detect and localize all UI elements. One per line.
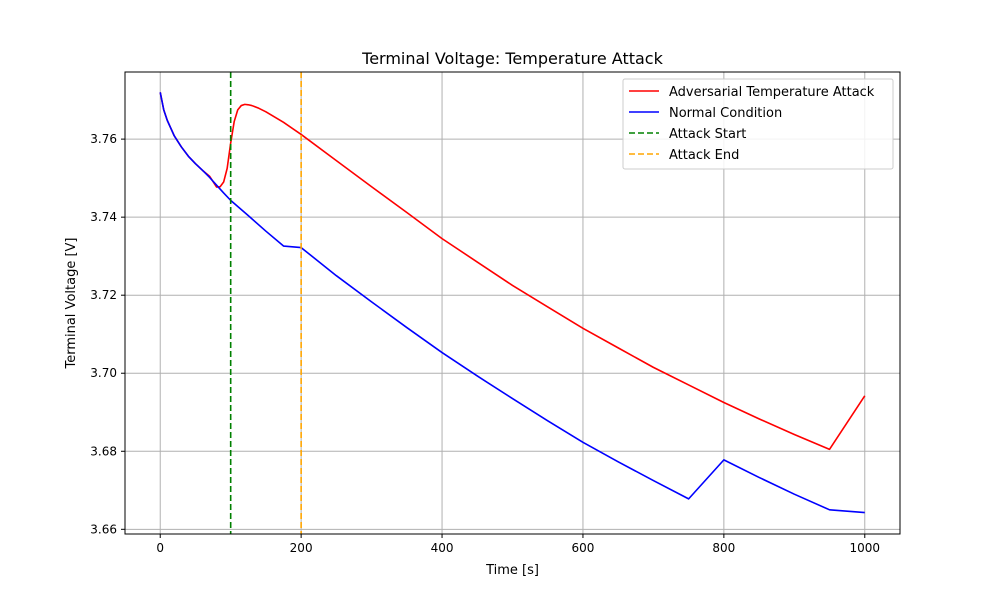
- legend-label: Adversarial Temperature Attack: [669, 85, 875, 100]
- x-axis-label: Time [s]: [485, 563, 539, 578]
- y-tick-label: 3.68: [90, 444, 117, 458]
- legend-label: Attack Start: [669, 127, 746, 142]
- plot-frame: [124, 71, 901, 535]
- y-tick-label: 3.66: [90, 522, 117, 536]
- x-tick-label: 400: [431, 541, 454, 555]
- x-tick-label: 1000: [849, 541, 880, 555]
- grid: [125, 72, 900, 534]
- x-tick-label: 200: [290, 541, 313, 555]
- legend-label: Normal Condition: [669, 106, 782, 121]
- y-tick-label: 3.76: [90, 132, 117, 146]
- series-normal-condition: [159, 92, 865, 514]
- ticks: 0 200 400 600 800 1000 3.66 3.68 3.70 3.72 3.74 3.7…: [90, 132, 880, 555]
- y-axis-label: Terminal Voltage [V]: [64, 237, 79, 369]
- legend: Adversarial Temperature Attack Normal Con…: [622, 78, 894, 170]
- x-tick-label: 800: [712, 541, 735, 555]
- chart-title: Terminal Voltage: Temperature Attack: [361, 49, 663, 68]
- x-tick-label: 600: [572, 541, 595, 555]
- y-tick-label: 3.70: [90, 366, 117, 380]
- legend-box: [622, 78, 894, 170]
- series-layer: [159, 72, 866, 534]
- y-tick-label: 3.72: [90, 288, 117, 302]
- legend-label: Attack End: [669, 148, 739, 163]
- y-tick-label: 3.74: [90, 210, 117, 224]
- x-tick-label: 0: [156, 541, 164, 555]
